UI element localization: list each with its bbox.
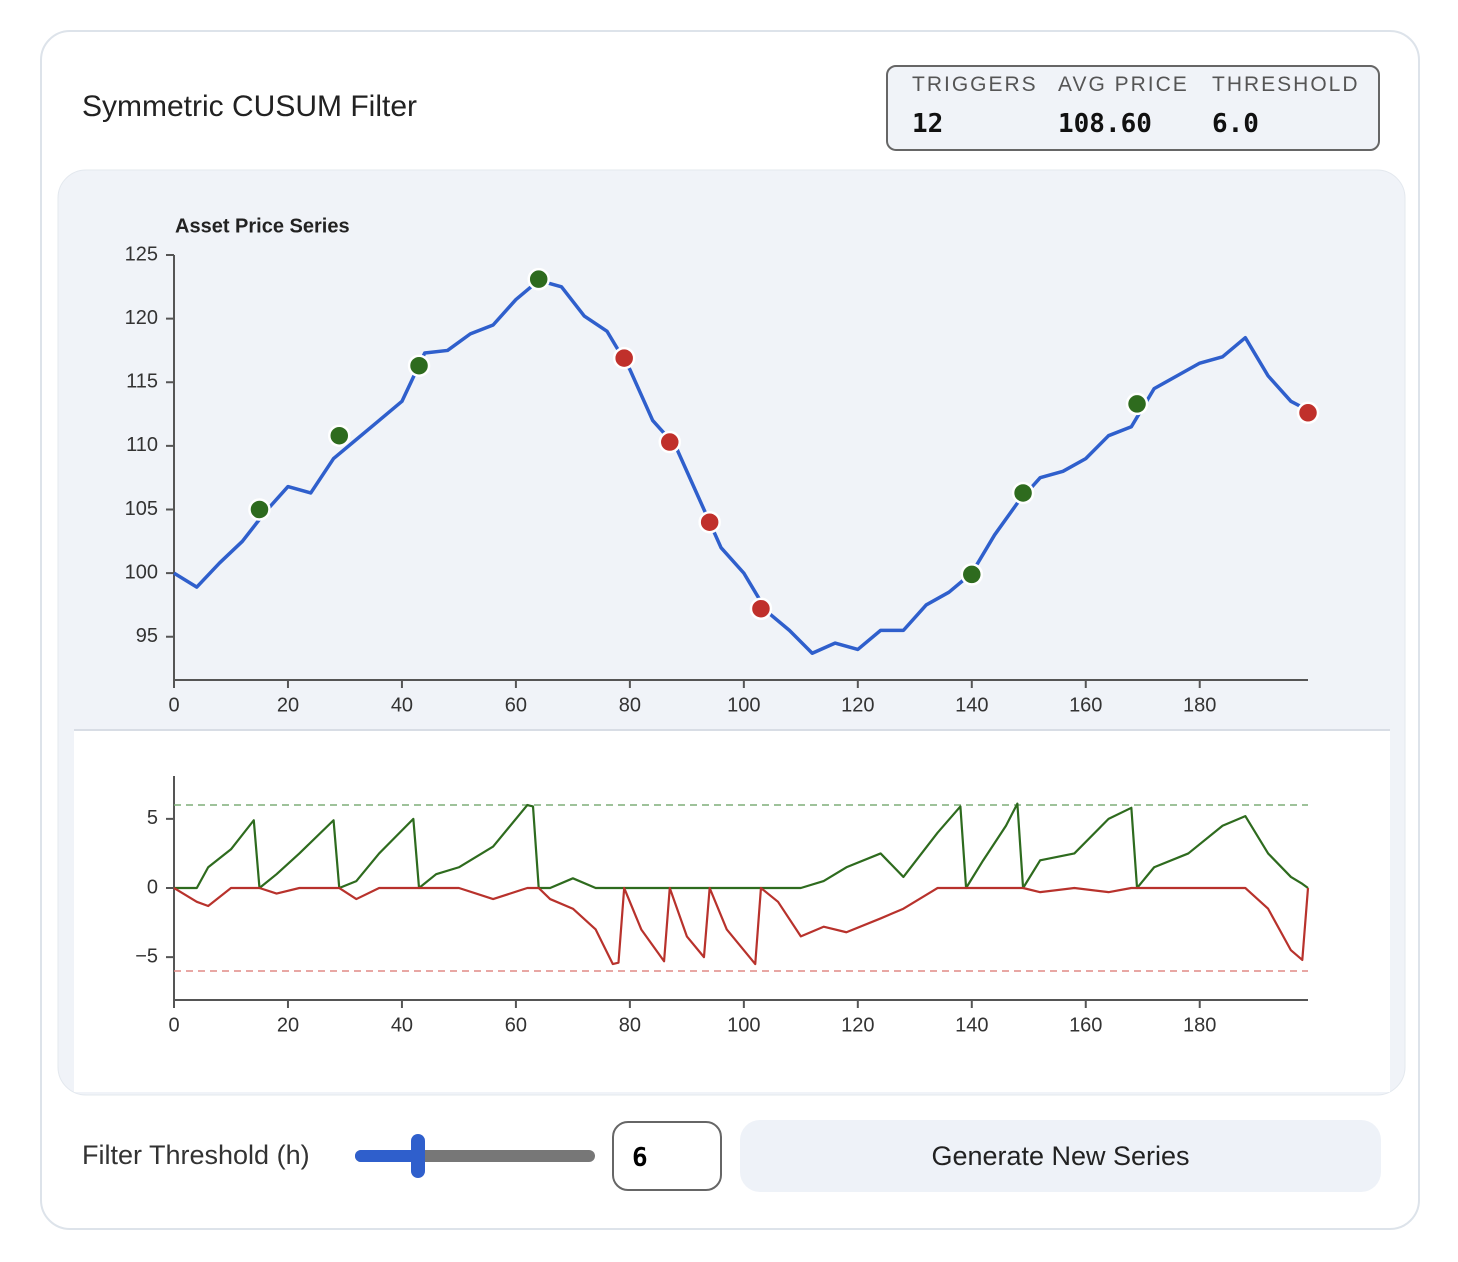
- stat-value: 12: [912, 109, 944, 139]
- trigger-point: [749, 597, 773, 620]
- stat-value: 6.0: [1212, 109, 1259, 139]
- y-tick-label: 105: [125, 498, 158, 520]
- slider-fill: [355, 1150, 419, 1162]
- series-line: [173, 278, 1309, 656]
- x-tick-label: 40: [391, 1014, 413, 1036]
- stat-label: AVG PRICE: [1058, 73, 1189, 96]
- threshold-input[interactable]: 6: [612, 1121, 722, 1191]
- x-tick-label: 40: [391, 694, 413, 716]
- trigger-point: [658, 430, 682, 454]
- trigger-point: [527, 267, 550, 291]
- trigger-point: [328, 424, 351, 447]
- slider-thumb[interactable]: [411, 1134, 426, 1178]
- trigger-point: [698, 510, 721, 534]
- x-tick-label: 140: [955, 1014, 988, 1036]
- y-tick-label: 125: [125, 243, 158, 265]
- x-tick-label: 180: [1183, 694, 1216, 716]
- series-line: [174, 802, 1309, 890]
- stat-value: 108.60: [1058, 109, 1152, 139]
- x-tick-label: 80: [619, 1014, 641, 1036]
- x-tick-label: 0: [168, 694, 179, 716]
- trigger-point: [1011, 481, 1035, 505]
- trigger-point: [248, 498, 271, 521]
- slider-track[interactable]: [355, 1134, 595, 1178]
- x-tick-label: 20: [277, 1014, 299, 1036]
- card: [40, 30, 1420, 1230]
- trigger-point: [960, 563, 984, 586]
- x-tick-label: 60: [505, 694, 527, 716]
- x-tick-label: 120: [841, 1014, 874, 1036]
- lower-panel: [74, 730, 1390, 1092]
- stat: TRIGGERS 12: [912, 73, 1038, 139]
- y-tick-label: 120: [125, 307, 158, 329]
- stat: THRESHOLD 6.0: [1212, 73, 1360, 139]
- y-tick-label: −5: [135, 945, 158, 967]
- stats-box: TRIGGERS 12 AVG PRICE 108.60 THRESHOLD 6.0: [886, 65, 1380, 151]
- y-tick-label: 5: [147, 807, 158, 829]
- slider-label: Filter Threshold (h): [82, 1140, 310, 1170]
- stat-label: THRESHOLD: [1212, 73, 1360, 96]
- x-tick-label: 20: [277, 694, 299, 716]
- generate-button[interactable]: Generate New Series: [740, 1120, 1381, 1192]
- y-tick-label: 110: [126, 434, 158, 456]
- x-tick-label: 160: [1069, 694, 1102, 716]
- stat: AVG PRICE 108.60: [1058, 73, 1189, 139]
- trigger-point: [612, 346, 636, 370]
- x-tick-label: 100: [727, 694, 760, 716]
- x-tick-label: 180: [1183, 1014, 1216, 1036]
- chart-title: Asset Price Series: [175, 215, 350, 237]
- trigger-point: [1296, 401, 1320, 425]
- x-tick-label: 120: [841, 694, 874, 716]
- trigger-point: [1125, 392, 1149, 416]
- y-tick-label: 0: [147, 876, 158, 898]
- x-tick-label: 80: [619, 694, 641, 716]
- trigger-point: [407, 354, 431, 377]
- series-line: [173, 886, 1310, 966]
- x-tick-label: 100: [727, 1014, 760, 1036]
- x-tick-label: 160: [1069, 1014, 1102, 1036]
- x-tick-label: 0: [168, 1014, 179, 1036]
- stat-label: TRIGGERS: [912, 73, 1038, 96]
- y-tick-label: 115: [126, 371, 158, 393]
- x-tick-label: 140: [955, 694, 988, 716]
- x-tick-label: 60: [505, 1014, 527, 1036]
- title: Symmetric CUSUM Filter: [82, 90, 417, 123]
- y-tick-label: 100: [125, 561, 158, 583]
- y-tick-label: 95: [136, 625, 158, 647]
